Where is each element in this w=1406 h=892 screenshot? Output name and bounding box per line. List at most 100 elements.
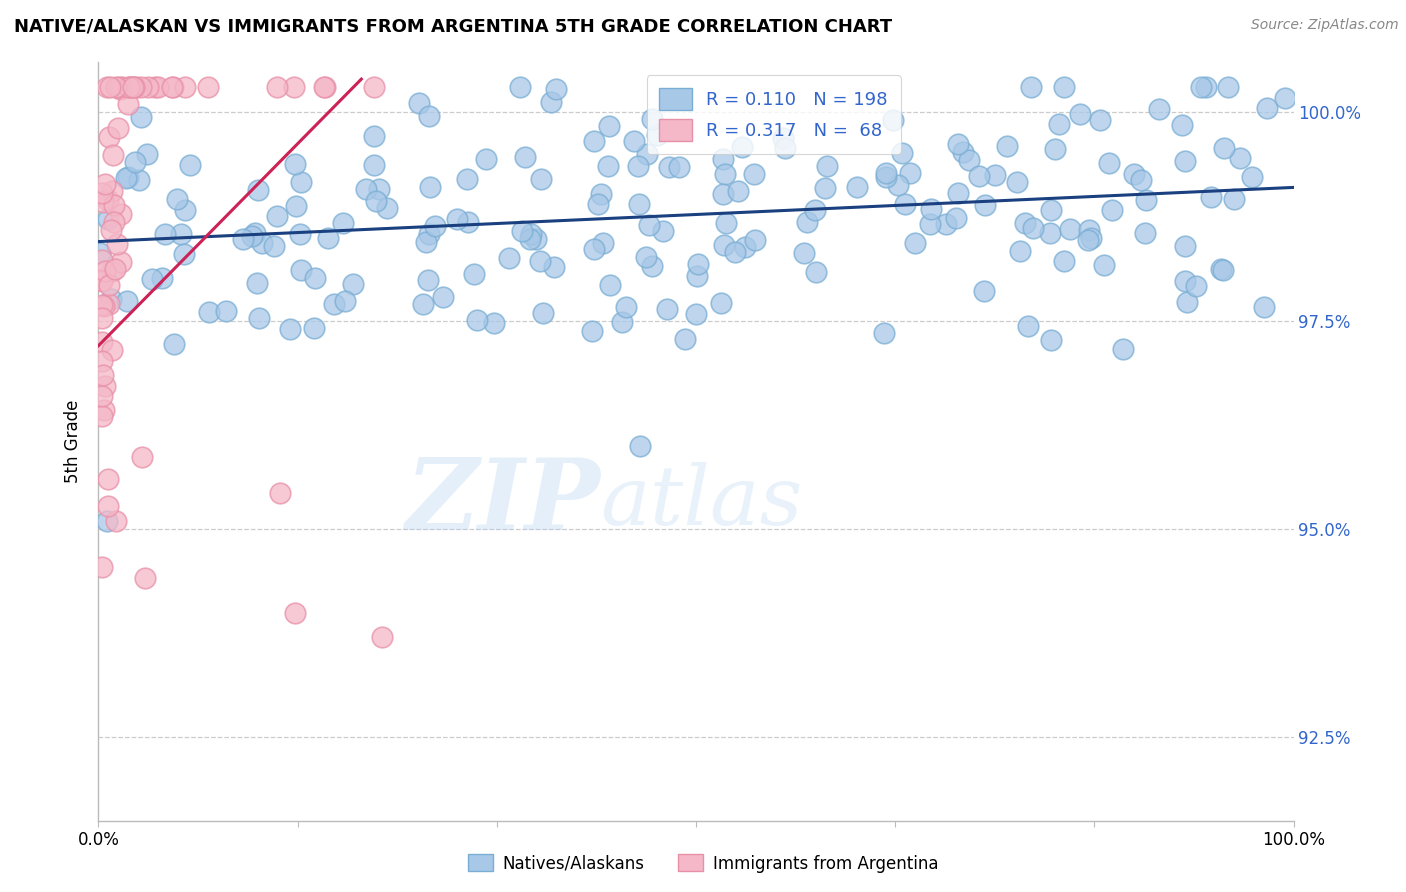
Point <box>94 264 117 278</box>
Point <box>711 187 734 202</box>
Point <box>98 297 121 311</box>
Point <box>1022 220 1045 235</box>
Point <box>1212 263 1234 277</box>
Point <box>148 80 170 95</box>
Point <box>1077 223 1099 237</box>
Point <box>122 80 145 95</box>
Point <box>366 194 388 208</box>
Point <box>686 269 709 284</box>
Point <box>97 499 120 513</box>
Point <box>94 177 117 191</box>
Point <box>136 146 159 161</box>
Point <box>246 276 269 290</box>
Point <box>446 211 468 226</box>
Point <box>1274 91 1296 105</box>
Point <box>882 113 904 128</box>
Point <box>1189 80 1212 95</box>
Point <box>731 140 754 154</box>
Point <box>1174 239 1197 253</box>
Point <box>920 217 942 231</box>
Point <box>246 183 269 197</box>
Point <box>498 251 520 265</box>
Point <box>734 240 756 254</box>
Point <box>91 389 114 403</box>
Point <box>174 80 197 95</box>
Point <box>98 130 121 145</box>
Point <box>583 134 606 148</box>
Point <box>775 141 797 155</box>
Point <box>744 233 766 247</box>
Point <box>894 196 917 211</box>
Point <box>529 253 551 268</box>
Point <box>714 167 737 181</box>
Point <box>290 175 312 189</box>
Point <box>103 215 125 229</box>
Point <box>1069 107 1091 121</box>
Point <box>457 215 479 229</box>
Point <box>1213 141 1236 155</box>
Point <box>110 255 132 269</box>
Point <box>115 293 138 308</box>
Point <box>418 227 440 241</box>
Point <box>1047 117 1070 131</box>
Point <box>974 197 997 211</box>
Point <box>793 246 815 260</box>
Point <box>153 227 176 242</box>
Point <box>711 152 734 166</box>
Point <box>290 263 312 277</box>
Point <box>419 179 441 194</box>
Point <box>143 80 166 95</box>
Point <box>91 298 114 312</box>
Point <box>110 207 132 221</box>
Legend: R = 0.110   N = 198, R = 0.317   N =  68: R = 0.110 N = 198, R = 0.317 N = 68 <box>647 75 900 153</box>
Point <box>1039 227 1062 241</box>
Point <box>724 244 747 259</box>
Point <box>108 81 131 95</box>
Point <box>117 96 139 111</box>
Point <box>1209 261 1232 276</box>
Point <box>266 80 288 95</box>
Point <box>103 198 125 212</box>
Point <box>91 186 114 201</box>
Point <box>586 196 609 211</box>
Point <box>543 260 565 275</box>
Point <box>804 265 827 279</box>
Point <box>710 296 733 310</box>
Point <box>91 409 114 424</box>
Point <box>612 315 634 329</box>
Point <box>247 310 270 325</box>
Point <box>118 80 141 95</box>
Point <box>278 322 301 336</box>
Point <box>598 119 620 133</box>
Point <box>946 186 969 200</box>
Point <box>1201 190 1223 204</box>
Point <box>519 227 541 241</box>
Point <box>626 159 648 173</box>
Point <box>418 109 440 123</box>
Point <box>170 227 193 241</box>
Legend: Natives/Alaskans, Immigrants from Argentina: Natives/Alaskans, Immigrants from Argent… <box>461 847 945 880</box>
Point <box>1039 202 1062 217</box>
Point <box>100 80 122 95</box>
Point <box>510 224 533 238</box>
Point <box>354 182 377 196</box>
Point <box>283 80 305 95</box>
Point <box>903 235 925 250</box>
Point <box>91 252 114 267</box>
Point <box>957 153 980 168</box>
Point <box>952 145 974 159</box>
Point <box>101 264 124 278</box>
Point <box>103 148 125 162</box>
Point <box>418 273 440 287</box>
Point <box>1223 192 1246 206</box>
Point <box>96 80 118 95</box>
Point <box>544 81 567 95</box>
Point <box>105 237 128 252</box>
Point <box>1039 333 1062 347</box>
Point <box>647 128 669 142</box>
Point <box>475 152 498 166</box>
Point <box>540 95 562 110</box>
Point <box>415 235 437 249</box>
Point <box>284 606 307 620</box>
Point <box>215 303 238 318</box>
